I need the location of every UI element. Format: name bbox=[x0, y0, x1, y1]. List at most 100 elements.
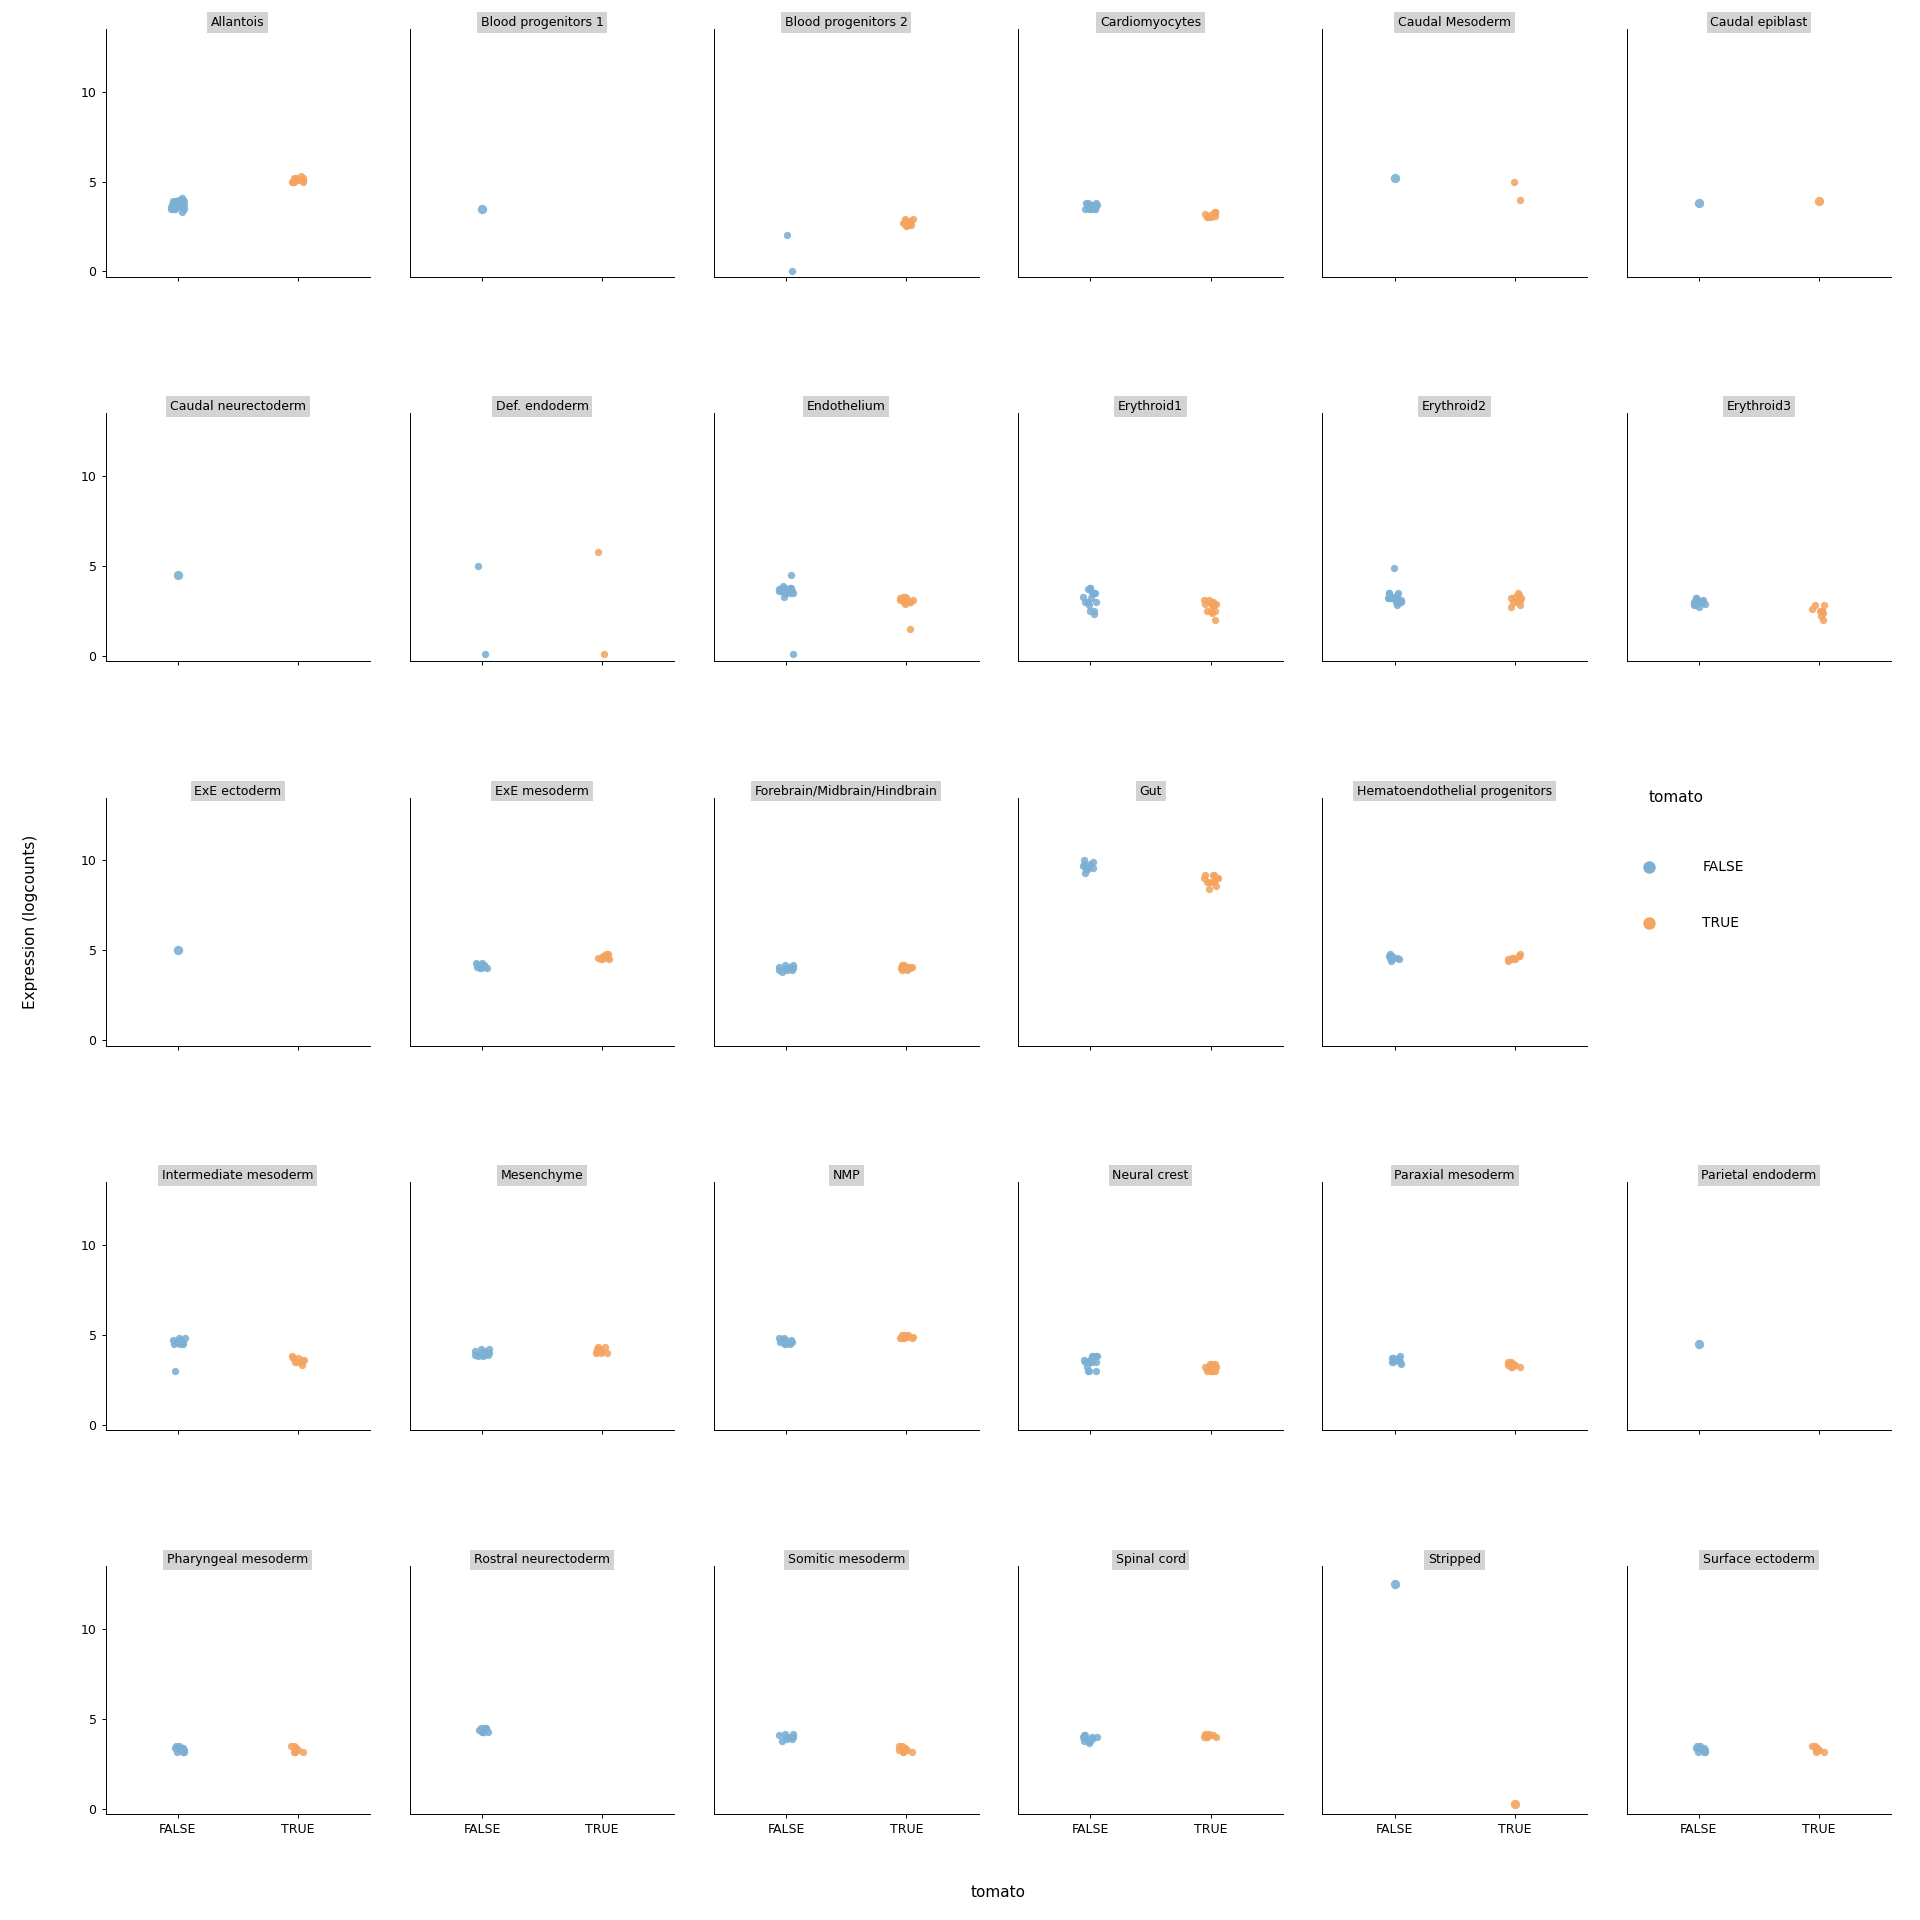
Point bbox=[1496, 591, 1526, 622]
Point bbox=[1496, 1352, 1526, 1382]
Point bbox=[586, 1336, 616, 1367]
Point bbox=[1498, 1348, 1528, 1379]
Point bbox=[766, 574, 797, 605]
Point bbox=[167, 1736, 198, 1766]
Point bbox=[157, 1325, 188, 1356]
Point bbox=[276, 1342, 307, 1373]
Point bbox=[772, 221, 803, 252]
Point bbox=[1188, 864, 1219, 895]
Title: Endothelium: Endothelium bbox=[806, 399, 885, 413]
Point bbox=[161, 186, 192, 217]
Point bbox=[1190, 198, 1221, 228]
Point bbox=[163, 184, 194, 215]
Point bbox=[159, 194, 190, 225]
Point bbox=[1505, 586, 1536, 616]
Point bbox=[157, 190, 188, 221]
Point bbox=[1069, 1346, 1100, 1377]
Point bbox=[1198, 589, 1229, 620]
Point bbox=[764, 576, 795, 607]
Point bbox=[467, 952, 497, 983]
Point bbox=[1192, 866, 1223, 897]
Point bbox=[772, 952, 803, 983]
Point bbox=[1809, 605, 1839, 636]
Point bbox=[1379, 584, 1409, 614]
Point bbox=[1684, 1730, 1715, 1761]
Title: Stripped: Stripped bbox=[1428, 1553, 1480, 1567]
Point bbox=[169, 1734, 200, 1764]
Point bbox=[776, 559, 806, 589]
Point bbox=[1379, 1346, 1409, 1377]
Point bbox=[1200, 196, 1231, 227]
Point bbox=[288, 163, 319, 194]
Point bbox=[1384, 1340, 1415, 1371]
Point bbox=[468, 948, 499, 979]
Point bbox=[1690, 1734, 1720, 1764]
Point bbox=[1081, 1340, 1112, 1371]
Title: ExE mesoderm: ExE mesoderm bbox=[495, 785, 589, 797]
Point bbox=[1380, 586, 1411, 616]
Point bbox=[1077, 190, 1108, 221]
Point bbox=[887, 950, 918, 981]
Text: TRUE: TRUE bbox=[1703, 916, 1740, 929]
Point bbox=[459, 1336, 490, 1367]
Point bbox=[167, 192, 198, 223]
Point bbox=[891, 209, 922, 240]
Point bbox=[582, 1336, 612, 1367]
Point bbox=[895, 586, 925, 616]
Point bbox=[1678, 586, 1709, 616]
Point bbox=[770, 1325, 801, 1356]
Point bbox=[1500, 582, 1530, 612]
Point bbox=[586, 1338, 616, 1369]
Point bbox=[1202, 864, 1233, 895]
Point bbox=[1075, 1726, 1106, 1757]
Point bbox=[778, 1722, 808, 1753]
Title: Erythroid3: Erythroid3 bbox=[1726, 399, 1791, 413]
Point bbox=[1196, 1356, 1227, 1386]
Point bbox=[163, 935, 194, 966]
Point bbox=[280, 1732, 311, 1763]
Point bbox=[1803, 186, 1834, 217]
Point bbox=[157, 186, 188, 217]
Point bbox=[161, 1730, 192, 1761]
Point bbox=[1081, 586, 1112, 616]
Point bbox=[764, 1720, 795, 1751]
Point bbox=[1068, 1722, 1098, 1753]
Point bbox=[1688, 586, 1718, 616]
Point bbox=[764, 1323, 795, 1354]
Point bbox=[899, 204, 929, 234]
Point bbox=[1498, 1348, 1528, 1379]
Point bbox=[1377, 582, 1407, 612]
Point bbox=[1068, 582, 1098, 612]
Point bbox=[1198, 589, 1229, 620]
Point bbox=[1198, 586, 1229, 616]
Point bbox=[776, 578, 806, 609]
Point bbox=[1198, 866, 1229, 897]
Point bbox=[768, 572, 799, 603]
Title: Def. endoderm: Def. endoderm bbox=[495, 399, 589, 413]
Point bbox=[1071, 854, 1102, 885]
Point bbox=[1068, 845, 1098, 876]
Point bbox=[286, 1350, 317, 1380]
Point bbox=[276, 1340, 307, 1371]
Point bbox=[1501, 578, 1532, 609]
Point bbox=[1382, 1344, 1413, 1375]
Point bbox=[280, 1734, 311, 1764]
Point bbox=[776, 572, 806, 603]
Point bbox=[468, 1715, 499, 1745]
Point bbox=[1069, 849, 1100, 879]
Point bbox=[883, 1730, 914, 1761]
Point bbox=[278, 163, 309, 194]
Point bbox=[1799, 589, 1830, 620]
Point bbox=[1373, 578, 1404, 609]
Point bbox=[1680, 1732, 1711, 1763]
Point bbox=[887, 1730, 918, 1761]
Point bbox=[774, 572, 804, 603]
Point bbox=[1682, 586, 1713, 616]
Point bbox=[280, 163, 311, 194]
Point bbox=[1386, 586, 1417, 616]
Point bbox=[893, 1319, 924, 1350]
Point bbox=[1500, 1350, 1530, 1380]
Point bbox=[1198, 860, 1229, 891]
Point bbox=[1196, 1348, 1227, 1379]
Point bbox=[1081, 1356, 1112, 1386]
